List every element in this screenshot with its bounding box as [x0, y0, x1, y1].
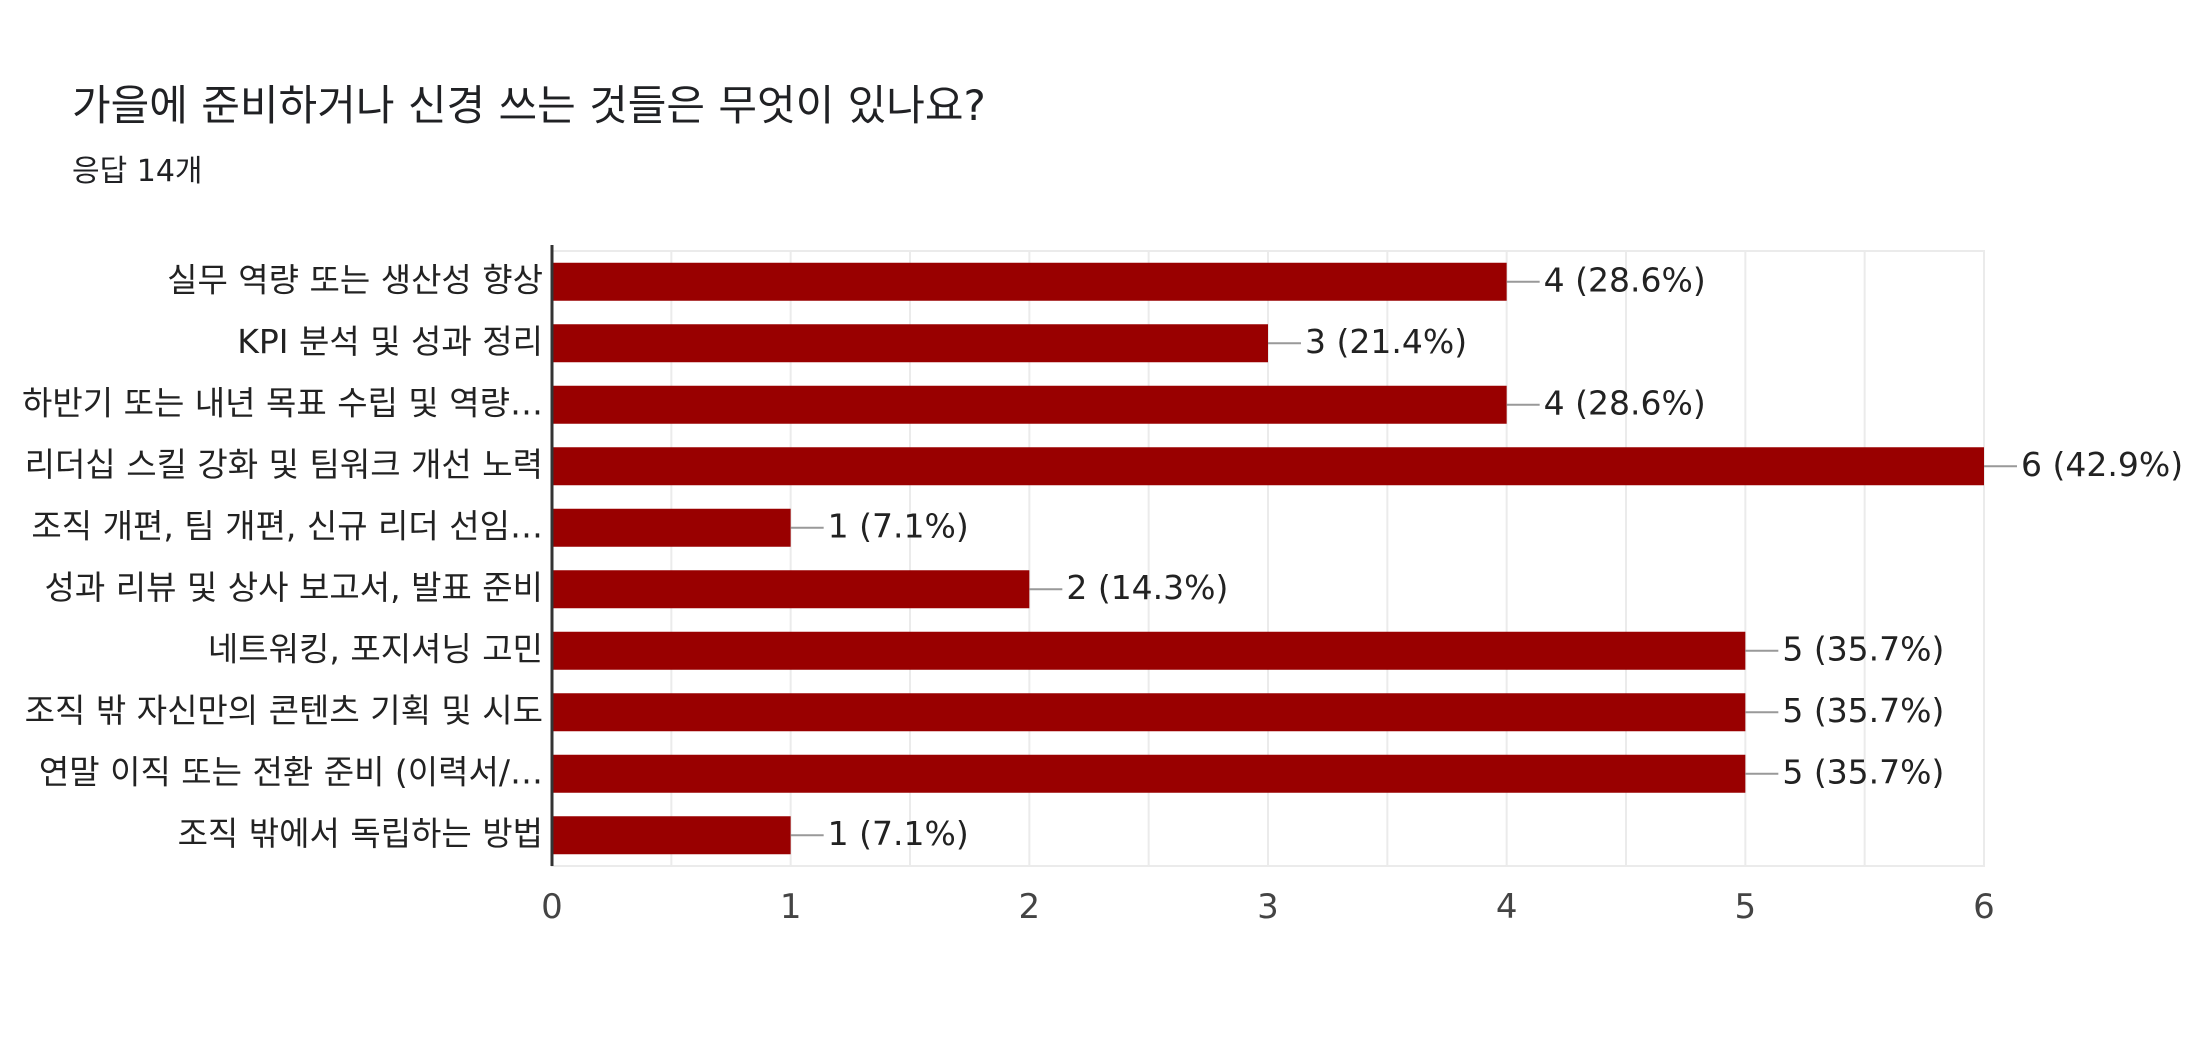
bar[interactable]	[552, 385, 1507, 424]
data-label: 5 (35.7%)	[1782, 691, 1944, 730]
bar[interactable]	[552, 693, 1746, 732]
x-tick-label: 0	[541, 887, 563, 927]
x-tick-label: 6	[1973, 887, 1995, 927]
category-label: 조직 밖 자신만의 콘텐츠 기획 및 시도	[25, 691, 543, 730]
category-label: 연말 이직 또는 전환 준비 (이력서/…	[39, 752, 543, 791]
bar[interactable]	[552, 447, 1984, 486]
category-label: 조직 밖에서 독립하는 방법	[178, 814, 543, 853]
category-label: 조직 개편, 팀 개편, 신규 리더 선임…	[31, 506, 543, 545]
x-tick-label: 2	[1019, 887, 1041, 927]
x-tick-label: 5	[1735, 887, 1757, 927]
bar[interactable]	[552, 754, 1746, 793]
x-tick-label: 3	[1257, 887, 1279, 927]
category-label: 실무 역량 또는 생산성 향상	[167, 260, 543, 299]
bar[interactable]	[552, 816, 791, 855]
bar[interactable]	[552, 262, 1507, 301]
chart-title: 가을에 준비하거나 신경 쓰는 것들은 무엇이 있나요?	[72, 81, 986, 130]
x-tick-label: 4	[1496, 887, 1518, 927]
data-label: 4 (28.6%)	[1544, 260, 1706, 299]
bar[interactable]	[552, 508, 791, 547]
data-label: 1 (7.1%)	[828, 814, 969, 853]
data-label: 5 (35.7%)	[1782, 629, 1944, 668]
response-count: 응답 14개	[72, 154, 203, 189]
bar[interactable]	[552, 324, 1268, 363]
x-tick-label: 1	[780, 887, 802, 927]
category-label: KPI 분석 및 성과 정리	[237, 322, 543, 361]
bar[interactable]	[552, 570, 1030, 609]
category-label: 리더십 스킬 강화 및 팀워크 개선 노력	[25, 445, 543, 484]
category-label: 하반기 또는 내년 목표 수립 및 역량…	[22, 383, 543, 422]
category-label: 네트워킹, 포지셔닝 고민	[208, 629, 543, 668]
data-label: 2 (14.3%)	[1066, 568, 1228, 607]
data-label: 4 (28.6%)	[1544, 383, 1706, 422]
category-label: 성과 리뷰 및 상사 보고서, 발표 준비	[45, 568, 543, 607]
bar[interactable]	[552, 631, 1746, 670]
data-label: 3 (21.4%)	[1305, 322, 1467, 361]
data-label: 5 (35.7%)	[1782, 752, 1944, 791]
data-label: 6 (42.9%)	[2021, 445, 2183, 484]
data-label: 1 (7.1%)	[828, 506, 969, 545]
